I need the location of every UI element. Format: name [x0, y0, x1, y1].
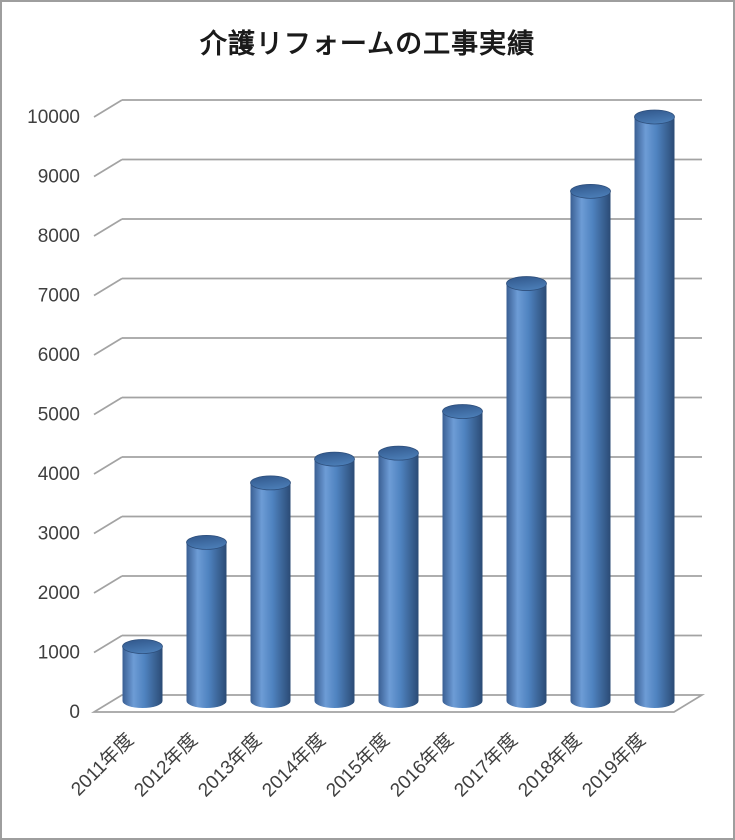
bar-cylinder-top-2018年度 — [570, 183, 611, 199]
bar-cylinder-body-2015年度 — [378, 453, 419, 708]
x-axis-category-label: 2011年度 — [67, 729, 138, 800]
bar-cylinder-body-2019年度 — [634, 116, 675, 709]
chart-title: 介護リフォームの工事実績 — [199, 29, 536, 59]
gridline-side-slant — [93, 396, 123, 416]
x-axis-category-label: 2019年度 — [578, 729, 650, 801]
bar-cylinder-body-2017年度 — [506, 283, 547, 708]
x-axis-category-label: 2015年度 — [322, 729, 394, 801]
gridline-side-slant — [93, 337, 123, 356]
bar-cylinder-top-2013年度 — [250, 475, 291, 491]
bar-cylinder-top-2015年度 — [378, 445, 419, 461]
bar-cylinder-body-2011年度 — [122, 646, 163, 708]
bar-cylinder-top-2011年度 — [122, 639, 163, 654]
y-axis-tick-label: 7000 — [38, 286, 80, 307]
y-axis-tick-label: 10000 — [27, 107, 80, 128]
bar-cylinder-body-2013年度 — [250, 482, 291, 708]
y-axis-tick-label: 2000 — [38, 583, 80, 604]
y-axis-tick-label: 6000 — [38, 345, 80, 366]
gridline-side-slant — [93, 158, 123, 178]
bar-cylinder-body-2012年度 — [186, 542, 227, 708]
x-axis-category-label: 2018年度 — [514, 729, 586, 801]
y-axis-tick-label: 3000 — [38, 524, 80, 545]
gridline-side-slant — [93, 218, 123, 237]
gridline-side-slant — [93, 515, 123, 535]
chart-floor — [90, 694, 706, 713]
y-axis-tick-label: 4000 — [38, 464, 80, 485]
bar-cylinder-body-2018年度 — [570, 191, 611, 709]
gridline-side-slant — [93, 277, 123, 297]
bar-cylinder-top-2019年度 — [634, 109, 675, 125]
x-axis-category-label: 2014年度 — [258, 729, 330, 801]
bar-cylinder-top-2014年度 — [314, 451, 355, 467]
gridline-side-slant — [93, 634, 123, 654]
x-axis-category-label: 2012年度 — [130, 729, 202, 801]
x-axis-category-label: 2016年度 — [386, 729, 458, 801]
bar-cylinder-body-2016年度 — [442, 411, 483, 708]
bar-cylinder-top-2012年度 — [186, 535, 227, 550]
bar-cylinder-top-2017年度 — [506, 276, 547, 291]
gridline-side-slant — [93, 456, 123, 475]
bar-cylinder-body-2014年度 — [314, 459, 355, 708]
y-axis-tick-label: 0 — [69, 702, 80, 723]
y-axis-tick-label: 8000 — [38, 226, 80, 247]
y-axis-tick-label: 9000 — [38, 167, 80, 188]
gridline-side-slant — [93, 99, 123, 118]
y-axis-tick-label: 1000 — [38, 643, 80, 664]
y-axis-tick-label: 5000 — [38, 405, 80, 426]
x-axis-category-label: 2013年度 — [194, 729, 266, 801]
x-axis-category-label: 2017年度 — [450, 729, 522, 801]
gridline-side-slant — [93, 575, 123, 594]
bar-cylinder-top-2016年度 — [442, 404, 483, 419]
